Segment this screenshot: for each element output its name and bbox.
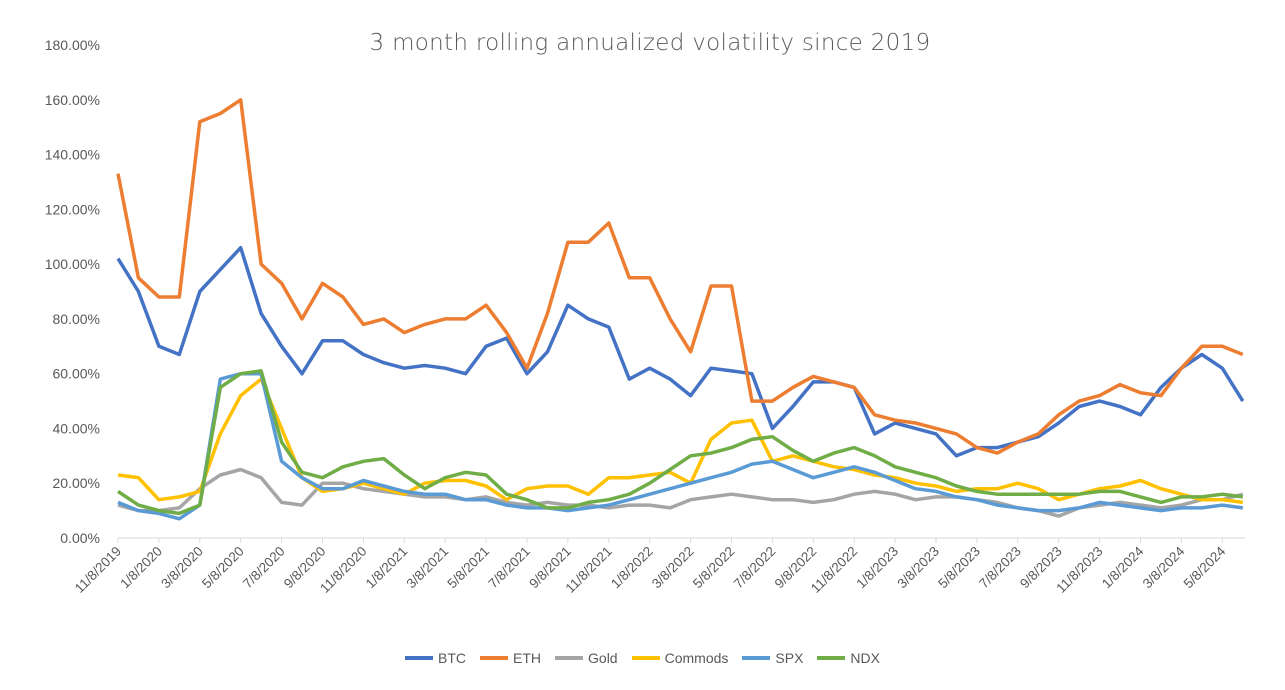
series-line-gold <box>117 467 1244 518</box>
x-tick-label: 1/8/2024 <box>1099 543 1147 591</box>
series-line-ndx <box>117 369 1244 516</box>
x-tick-label: 5/8/2020 <box>199 544 247 592</box>
x-tick-label: 7/8/2022 <box>731 544 779 592</box>
y-tick-label: 100.00% <box>45 256 100 272</box>
y-tick-label: 140.00% <box>45 147 100 163</box>
x-tick-label: 5/8/2023 <box>935 544 983 592</box>
series-line-eth <box>116 98 1244 455</box>
x-tick-label: 7/8/2023 <box>976 544 1024 592</box>
legend-label: NDX <box>850 650 880 666</box>
y-tick-label: 120.00% <box>45 201 100 217</box>
y-tick-label: 0.00% <box>60 530 100 546</box>
legend-swatch <box>555 656 584 660</box>
legend-label: Gold <box>588 650 618 666</box>
y-tick-label: 40.00% <box>53 420 100 436</box>
legend-swatch <box>631 656 660 660</box>
x-tick-label: 5/8/2021 <box>444 544 492 592</box>
y-tick-label: 160.00% <box>45 92 100 108</box>
legend-swatch <box>817 656 846 660</box>
x-tick-label: 7/8/2020 <box>240 544 288 592</box>
x-tick-label: 1/8/2023 <box>853 544 901 592</box>
x-tick-label: 1/8/2022 <box>608 544 656 592</box>
series-line-commods <box>117 377 1244 505</box>
x-tick-label: 11/8/2019 <box>72 544 124 596</box>
legend-item-spx: SPX <box>742 650 803 666</box>
x-tick-label: 3/8/2022 <box>649 544 697 592</box>
x-tick-label: 5/8/2024 <box>1181 543 1229 591</box>
legend-item-ndx: NDX <box>817 650 880 666</box>
legend-swatch <box>480 656 509 660</box>
legend-label: SPX <box>775 650 804 666</box>
legend-swatch <box>405 656 434 660</box>
series-line-spx <box>117 371 1244 521</box>
legend-item-gold: Gold <box>555 650 618 666</box>
x-tick-label: 3/8/2020 <box>158 544 206 592</box>
chart-title: 3 month rolling annualized volatility si… <box>369 30 931 56</box>
x-tick-label: 7/8/2021 <box>485 544 533 592</box>
series-line-btc <box>116 245 1245 458</box>
x-tick-label: 3/8/2023 <box>894 544 942 592</box>
legend-swatch <box>742 656 771 660</box>
legend-item-eth: ETH <box>480 650 541 666</box>
y-tick-label: 60.00% <box>53 366 100 382</box>
y-tick-label: 180.00% <box>45 37 100 53</box>
y-tick-label: 80.00% <box>53 311 100 327</box>
legend-item-commods: Commods <box>631 650 729 666</box>
x-tick-label: 5/8/2022 <box>690 544 738 592</box>
y-tick-label: 20.00% <box>53 475 100 491</box>
legend: BTC ETH Gold Commods SPX NDX <box>0 650 1285 666</box>
x-tick-label: 3/8/2024 <box>1140 543 1188 591</box>
legend-item-btc: BTC <box>405 650 466 666</box>
x-tick-label: 3/8/2021 <box>404 544 452 592</box>
x-tick-label: 1/8/2021 <box>363 544 411 592</box>
legend-label: Commods <box>664 650 729 666</box>
legend-label: BTC <box>438 650 467 666</box>
x-tick-label: 1/8/2020 <box>117 544 165 592</box>
legend-label: ETH <box>513 650 542 666</box>
